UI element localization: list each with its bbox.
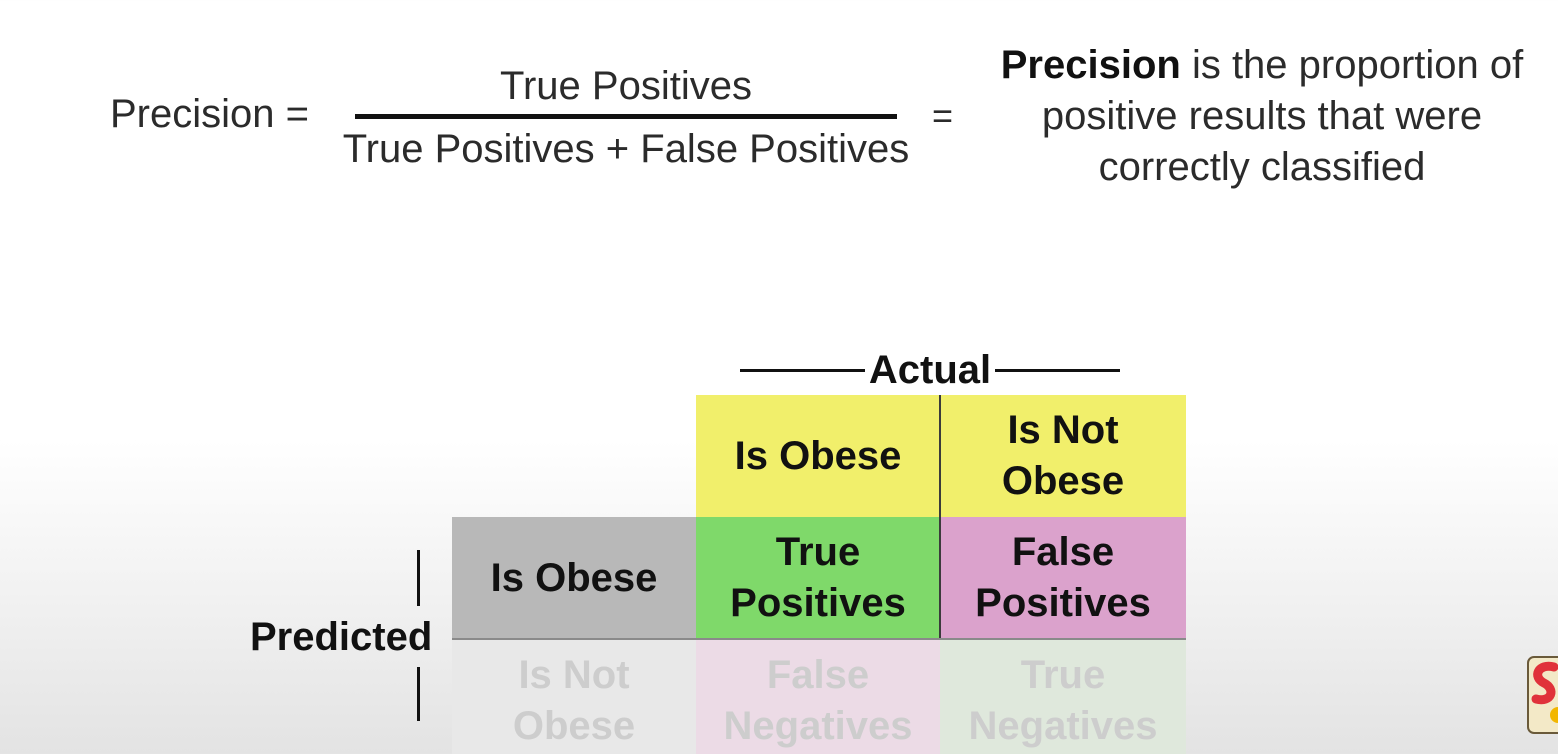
definition-term: Precision <box>1000 43 1181 87</box>
col-header-is-obese: Is Obese <box>696 395 940 517</box>
formula-numerator: True Positives <box>500 64 752 108</box>
cell-true-positives: True Positives <box>696 517 940 639</box>
fraction-bar <box>355 114 897 119</box>
col-header-is-not-obese: Is Not Obese <box>940 395 1186 517</box>
actual-axis-header: Actual <box>740 345 1120 395</box>
cell-true-negatives: True Negatives <box>940 640 1186 754</box>
predicted-line-top <box>417 550 420 606</box>
formula-denominator: True Positives + False Positives <box>342 127 910 171</box>
predicted-label: Predicted <box>250 615 433 659</box>
row-header-is-not-obese: Is Not Obese <box>452 640 696 754</box>
actual-line-right <box>995 368 1120 372</box>
cell-false-negatives: False Negatives <box>696 640 940 754</box>
grid-divider-vertical <box>939 395 941 640</box>
grid-divider-horizontal <box>452 638 1186 640</box>
definition-text: is the proportion of positive results th… <box>1041 43 1524 189</box>
predicted-line-bottom <box>417 667 420 721</box>
channel-logo-icon <box>1524 655 1558 735</box>
precision-formula-label: Precision = <box>110 92 309 136</box>
actual-line-left <box>740 368 865 372</box>
row-header-is-obese: Is Obese <box>452 517 696 639</box>
precision-definition: Precision is the proportion of positive … <box>972 40 1552 193</box>
actual-label: Actual <box>868 347 992 392</box>
equals-sign: = <box>932 95 954 136</box>
cell-false-positives: False Positives <box>940 517 1186 639</box>
